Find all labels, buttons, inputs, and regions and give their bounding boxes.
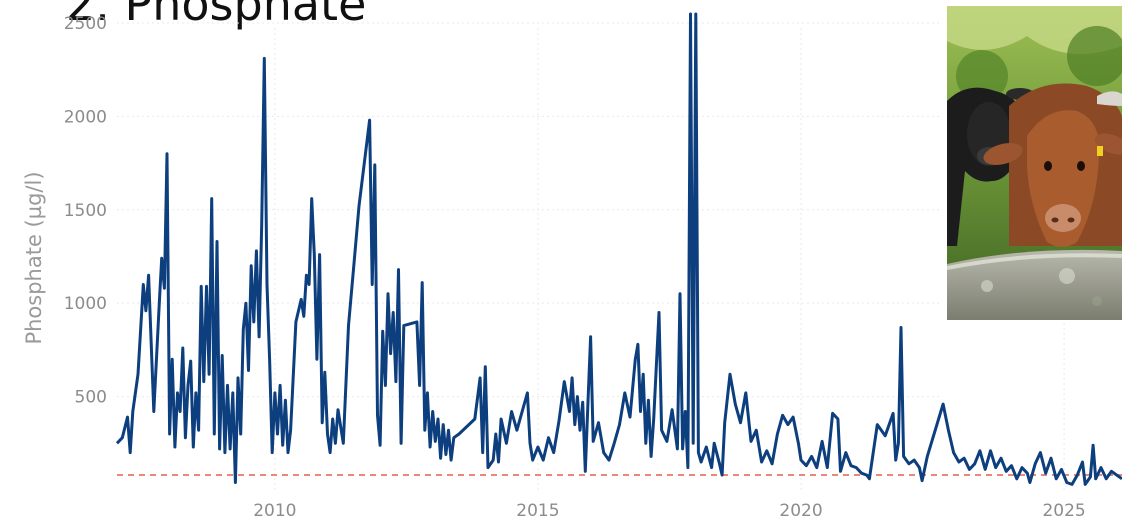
y-axis-label: Phosphate (µg/l) xyxy=(22,171,46,344)
grid-layer xyxy=(117,22,1065,490)
y-tick-label: 1500 xyxy=(64,201,107,221)
x-tick-label: 2010 xyxy=(253,501,296,521)
x-tick-label: 2020 xyxy=(779,501,822,521)
cattle-photo xyxy=(947,6,1122,320)
y-tick-label: 500 xyxy=(75,388,107,408)
y-tick-label: 2500 xyxy=(64,14,107,34)
y-tick-label: 1000 xyxy=(64,294,107,314)
x-tick-label: 2025 xyxy=(1042,501,1085,521)
slide-title: 2. Phosphate xyxy=(66,0,367,31)
series-line-phosphate xyxy=(115,12,1122,486)
y-tick-label: 2000 xyxy=(64,107,107,127)
ticks-layer: 500 1000 1500 2000 2500 2010 2015 2020 2025 xyxy=(64,14,1086,521)
x-tick-label: 2015 xyxy=(516,501,559,521)
